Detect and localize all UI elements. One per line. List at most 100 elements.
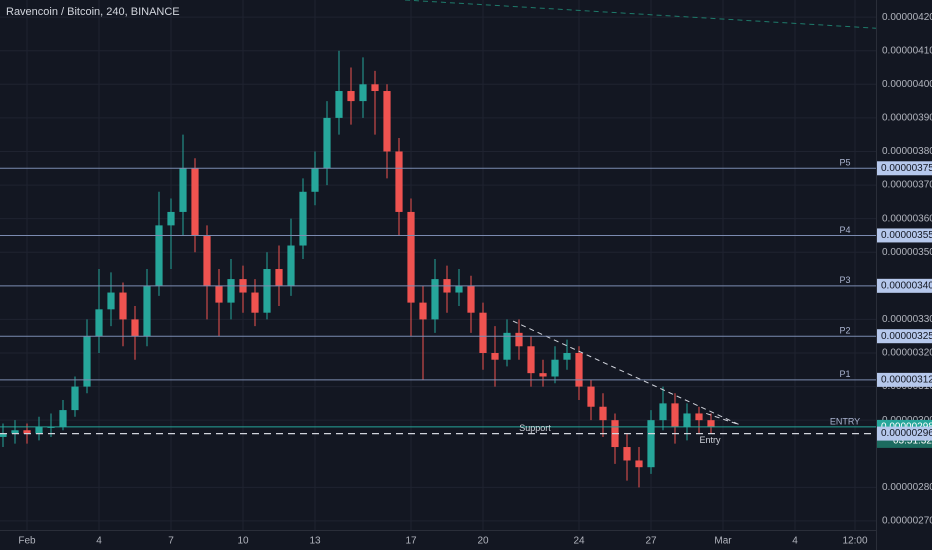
candle-body	[623, 447, 631, 461]
candle-body	[71, 386, 79, 411]
price-box	[877, 228, 932, 243]
x-tick-label: Feb	[18, 536, 36, 547]
candle-body	[119, 292, 127, 320]
trendline	[512, 320, 741, 426]
x-tick-label: 13	[309, 536, 321, 547]
candle-body	[191, 168, 199, 236]
price-box	[877, 426, 932, 441]
level-label: P4	[839, 225, 850, 235]
candle-body	[359, 84, 367, 102]
candle-body	[347, 91, 355, 102]
level-label: Support	[519, 423, 551, 433]
candle-body	[587, 386, 595, 407]
x-tick-label: 10	[237, 536, 249, 547]
price-box-label: 0.00000325	[881, 331, 932, 342]
candle-body	[371, 84, 379, 92]
y-tick-label: 0.00000280	[882, 482, 932, 493]
candle-body	[431, 279, 439, 320]
x-tick-label: 17	[405, 536, 417, 547]
candle-body	[407, 211, 415, 303]
candle-body	[491, 352, 499, 360]
candle-body	[527, 346, 535, 374]
y-tick-label: 0.00000390	[882, 113, 932, 124]
candle-body	[131, 319, 139, 337]
price-box-label: 0.00000340	[881, 280, 932, 291]
candle-body	[227, 279, 235, 303]
countdown-label: 03:51:32	[893, 436, 932, 447]
y-tick-label: 0.00000400	[882, 79, 932, 90]
candle-body	[215, 285, 223, 303]
y-tick-label: 0.00000360	[882, 213, 932, 224]
annotation: Entry	[699, 435, 721, 445]
y-tick-label: 0.00000380	[882, 146, 932, 157]
price-box	[877, 372, 932, 387]
candle-body	[479, 312, 487, 353]
level-label: P2	[839, 326, 850, 336]
y-tick-label: 0.00000410	[882, 45, 932, 56]
candle-body	[83, 336, 91, 387]
y-tick-label: 0.00000420	[882, 12, 932, 23]
candle-body	[695, 413, 703, 421]
candle-body	[599, 406, 607, 421]
candle-body	[383, 91, 391, 152]
candle-body	[467, 285, 475, 313]
candle-body	[275, 269, 283, 286]
x-tick-label: Mar	[714, 536, 732, 547]
candle-body	[515, 332, 523, 347]
price-box	[877, 329, 932, 344]
candle-body	[395, 151, 403, 212]
candle-body	[251, 292, 259, 313]
level-label: P1	[839, 369, 850, 379]
x-tick-label: 24	[573, 536, 585, 547]
candle-body	[671, 403, 679, 427]
candle-body	[59, 410, 67, 427]
candle-body	[503, 332, 511, 360]
chart-title: Ravencoin / Bitcoin, 240, BINANCE	[6, 6, 180, 18]
y-tick-label: 0.00000350	[882, 247, 932, 258]
candle-body	[335, 91, 343, 118]
candle-body	[95, 309, 103, 337]
price-box	[877, 161, 932, 176]
candle-body	[539, 373, 547, 377]
x-tick-label: 7	[168, 536, 174, 547]
candle-body	[707, 420, 715, 427]
trendline	[706, 412, 740, 426]
price-box-label: 0.00000355	[881, 230, 932, 241]
trendline	[404, 0, 877, 29]
candle-body	[0, 433, 7, 437]
x-tick-label: 12:00	[842, 536, 867, 547]
candle-body	[635, 460, 643, 468]
candle-body	[551, 359, 559, 377]
level-label: P3	[839, 275, 850, 285]
x-tick-label: 4	[792, 536, 798, 547]
candle-body	[263, 269, 271, 313]
candle-body	[11, 430, 19, 434]
candle-body	[563, 352, 571, 360]
candle-body	[659, 403, 667, 421]
candle-body	[299, 191, 307, 246]
candle-body	[23, 430, 31, 434]
candle-body	[575, 352, 583, 387]
candle-body	[143, 285, 151, 337]
y-tick-label: 0.00000370	[882, 180, 932, 191]
candle-body	[311, 168, 319, 192]
price-box-label: 0.00000375	[881, 163, 932, 174]
price-box	[877, 278, 932, 293]
candle-body	[155, 225, 163, 286]
candle-body	[35, 426, 43, 434]
candle-body	[167, 211, 175, 226]
candle-body	[323, 117, 331, 169]
candle-body	[683, 413, 691, 427]
level-label: ENTRY	[830, 416, 860, 426]
price-box-label: 0.00000296	[881, 428, 932, 439]
level-label: P5	[839, 158, 850, 168]
candle-body	[179, 168, 187, 212]
price-box-label: 0.00000312	[881, 375, 932, 386]
x-tick-label: 4	[96, 536, 102, 547]
candle-body	[203, 235, 211, 286]
candle-body	[419, 302, 427, 320]
x-tick-label: 27	[645, 536, 657, 547]
y-tick-label: 0.00000330	[882, 314, 932, 325]
